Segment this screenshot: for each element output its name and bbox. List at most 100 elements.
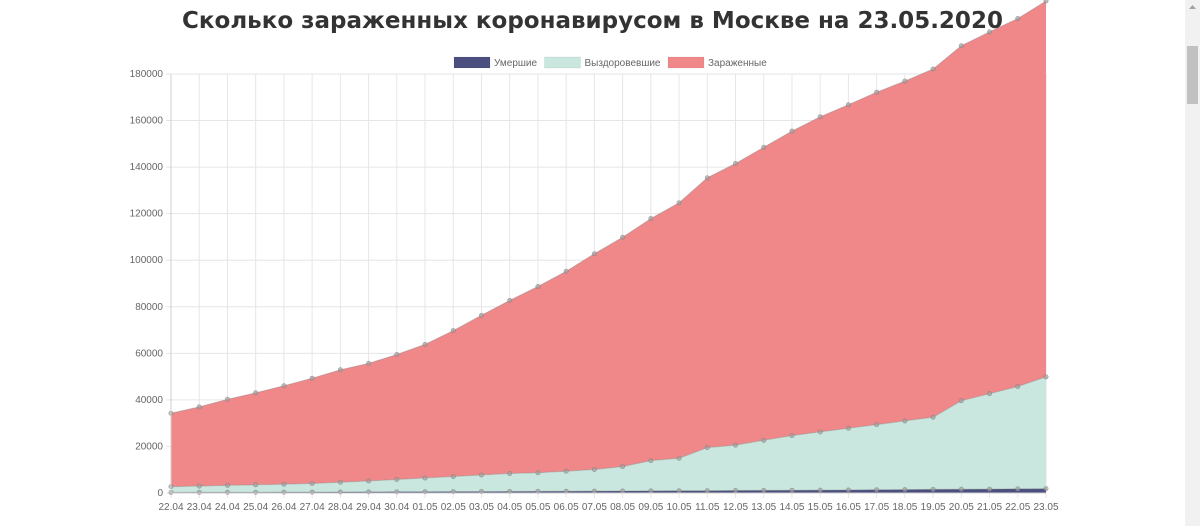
data-point[interactable] xyxy=(761,144,767,150)
data-point[interactable] xyxy=(958,43,964,49)
data-point[interactable] xyxy=(817,114,823,120)
legend-label[interactable]: Умершие xyxy=(494,58,538,69)
data-point[interactable] xyxy=(902,78,908,84)
data-point[interactable] xyxy=(704,175,710,181)
x-tick-label: 24.04 xyxy=(215,502,240,513)
data-point[interactable] xyxy=(930,66,936,72)
data-point[interactable] xyxy=(253,390,259,396)
legend-swatch[interactable] xyxy=(453,56,491,69)
data-point[interactable] xyxy=(478,312,484,318)
data-point[interactable] xyxy=(309,480,315,486)
chart-legend[interactable]: Умершие Выздоровевшие Зараженные xyxy=(453,56,767,69)
data-point[interactable] xyxy=(591,466,597,472)
data-point[interactable] xyxy=(733,488,739,494)
data-point[interactable] xyxy=(281,481,287,487)
x-tick-label: 22.05 xyxy=(1005,502,1030,513)
legend-label[interactable]: Выздоровевшие xyxy=(585,58,661,69)
data-point[interactable] xyxy=(366,478,372,484)
data-point[interactable] xyxy=(337,367,343,373)
data-point[interactable] xyxy=(1043,0,1049,4)
data-point[interactable] xyxy=(648,216,654,222)
data-point[interactable] xyxy=(845,102,851,108)
data-point[interactable] xyxy=(253,489,259,495)
data-point[interactable] xyxy=(789,433,795,439)
data-point[interactable] xyxy=(789,487,795,493)
data-point[interactable] xyxy=(196,489,202,495)
y-tick-label: 140000 xyxy=(130,162,164,173)
data-point[interactable] xyxy=(733,160,739,166)
data-point[interactable] xyxy=(845,425,851,431)
data-point[interactable] xyxy=(817,487,823,493)
data-point[interactable] xyxy=(394,351,400,357)
data-point[interactable] xyxy=(196,483,202,489)
data-point[interactable] xyxy=(733,442,739,448)
data-point[interactable] xyxy=(1015,15,1021,21)
data-point[interactable] xyxy=(1043,374,1049,380)
legend-label[interactable]: Зараженные xyxy=(708,58,767,69)
data-point[interactable] xyxy=(902,487,908,493)
data-point[interactable] xyxy=(874,422,880,428)
data-point[interactable] xyxy=(196,404,202,410)
data-point[interactable] xyxy=(902,418,908,424)
data-point[interactable] xyxy=(1043,486,1049,492)
data-point[interactable] xyxy=(874,487,880,493)
data-point[interactable] xyxy=(987,391,993,397)
data-point[interactable] xyxy=(620,234,626,240)
x-tick-label: 15.05 xyxy=(808,502,833,513)
data-point[interactable] xyxy=(253,482,259,488)
data-point[interactable] xyxy=(1015,486,1021,492)
data-point[interactable] xyxy=(535,284,541,290)
data-point[interactable] xyxy=(704,488,710,494)
data-point[interactable] xyxy=(648,458,654,464)
data-point[interactable] xyxy=(224,482,230,488)
data-point[interactable] xyxy=(309,489,315,495)
data-point[interactable] xyxy=(789,128,795,134)
data-point[interactable] xyxy=(704,445,710,451)
data-point[interactable] xyxy=(761,487,767,493)
data-point[interactable] xyxy=(563,468,569,474)
data-point[interactable] xyxy=(676,455,682,461)
data-point[interactable] xyxy=(987,29,993,35)
data-point[interactable] xyxy=(1015,383,1021,389)
data-point[interactable] xyxy=(958,398,964,404)
data-point[interactable] xyxy=(394,476,400,482)
x-tick-label: 06.05 xyxy=(554,502,579,513)
data-point[interactable] xyxy=(676,200,682,206)
data-point[interactable] xyxy=(507,297,513,303)
data-point[interactable] xyxy=(676,488,682,494)
data-point[interactable] xyxy=(422,341,428,347)
data-point[interactable] xyxy=(224,489,230,495)
data-point[interactable] xyxy=(845,487,851,493)
page-scrollbar[interactable] xyxy=(1185,0,1200,526)
data-point[interactable] xyxy=(309,375,315,381)
data-point[interactable] xyxy=(930,486,936,492)
data-point[interactable] xyxy=(281,383,287,389)
data-point[interactable] xyxy=(563,268,569,274)
data-point[interactable] xyxy=(648,488,654,494)
data-point[interactable] xyxy=(620,464,626,470)
data-point[interactable] xyxy=(761,437,767,443)
legend-swatch[interactable] xyxy=(544,56,581,69)
data-point[interactable] xyxy=(817,429,823,435)
data-point[interactable] xyxy=(930,414,936,420)
scroll-up-arrow-icon[interactable] xyxy=(1185,0,1200,15)
data-point[interactable] xyxy=(958,486,964,492)
data-point[interactable] xyxy=(535,488,541,494)
data-point[interactable] xyxy=(874,89,880,95)
data-point[interactable] xyxy=(224,396,230,402)
data-point[interactable] xyxy=(281,489,287,495)
scroll-thumb[interactable] xyxy=(1187,46,1198,104)
legend-swatch[interactable] xyxy=(667,56,705,69)
data-point[interactable] xyxy=(478,472,484,478)
data-point[interactable] xyxy=(507,471,513,477)
data-point[interactable] xyxy=(337,489,343,495)
data-point[interactable] xyxy=(366,360,372,366)
data-point[interactable] xyxy=(450,328,456,334)
data-point[interactable] xyxy=(337,479,343,485)
data-point[interactable] xyxy=(591,251,597,257)
y-tick-label: 20000 xyxy=(135,441,163,452)
data-point[interactable] xyxy=(450,474,456,480)
data-point[interactable] xyxy=(535,470,541,476)
data-point[interactable] xyxy=(987,486,993,492)
data-point[interactable] xyxy=(422,475,428,481)
